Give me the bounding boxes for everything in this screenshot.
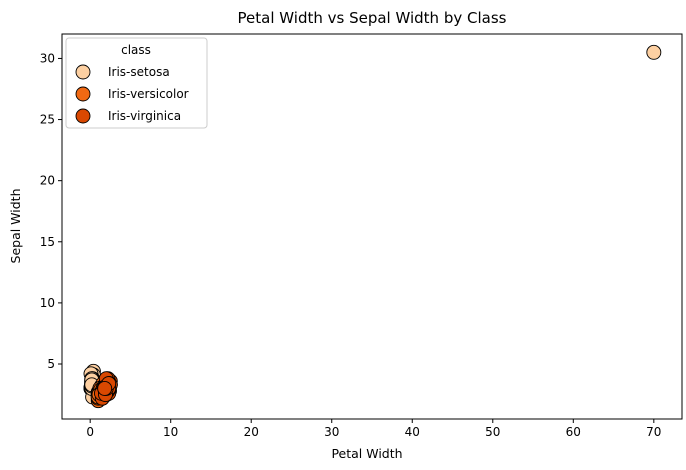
y-axis-label: Sepal Width	[8, 189, 23, 264]
x-tick-label-0: 0	[86, 425, 94, 439]
x-tick-label-4: 40	[405, 425, 420, 439]
x-axis: 0 10 20 30 40 50 60 70	[86, 419, 661, 439]
legend-items: Iris-setosa Iris-versicolor Iris-virginica	[75, 64, 189, 124]
y-tick-label-4: 25	[40, 113, 55, 127]
legend-marker-0	[75, 64, 91, 80]
legend-box	[65, 37, 208, 129]
y-tick-label-1: 10	[40, 296, 55, 310]
plot-frame	[61, 33, 683, 420]
legend-label-0: Iris-setosa	[108, 65, 170, 79]
chart-title: Petal Width vs Sepal Width by Class	[238, 9, 507, 27]
x-tick-label-1: 10	[163, 425, 178, 439]
data-point-2-49	[97, 380, 113, 396]
y-tick-label-2: 15	[40, 235, 55, 249]
legend-label-2: Iris-virginica	[108, 109, 181, 123]
x-tick-label-5: 50	[485, 425, 500, 439]
x-axis-label: Petal Width	[331, 446, 402, 461]
legend-title: class	[121, 43, 151, 57]
y-axis: 5 10 15 20 25 30	[40, 51, 62, 371]
y-tick-label-3: 20	[40, 174, 55, 188]
y-tick-label-0: 5	[47, 357, 55, 371]
y-tick-label-5: 30	[40, 51, 55, 65]
x-tick-label-6: 60	[566, 425, 581, 439]
points-layer	[83, 44, 662, 409]
legend-marker-1	[75, 86, 91, 102]
x-tick-label-3: 30	[324, 425, 339, 439]
x-tick-label-7: 70	[646, 425, 661, 439]
legend: class Iris-setosa Iris-versicolor Iris-vir…	[65, 37, 208, 129]
x-tick-label-2: 20	[244, 425, 259, 439]
data-point-0-41	[646, 44, 662, 60]
legend-marker-2	[75, 108, 91, 124]
legend-label-1: Iris-versicolor	[108, 87, 189, 101]
